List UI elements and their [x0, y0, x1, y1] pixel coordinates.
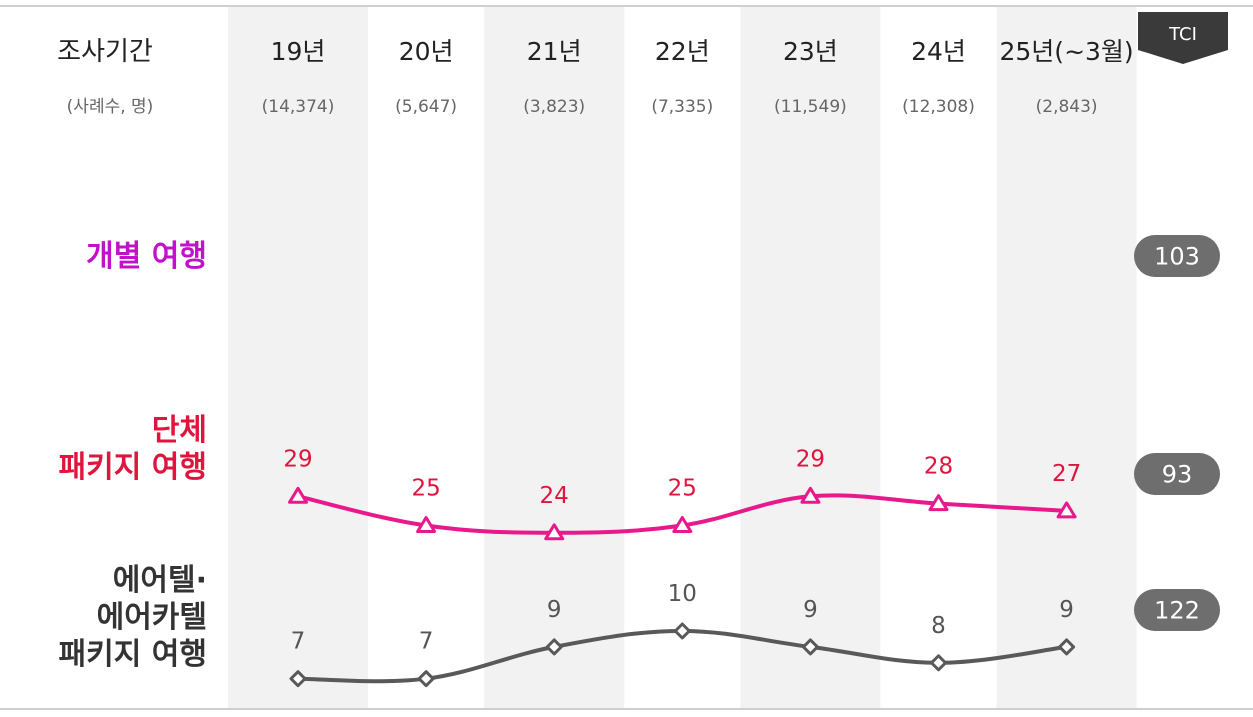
series-label: 에어텔·: [113, 563, 207, 598]
category-label: 20년: [399, 37, 454, 66]
category-label: 22년: [655, 37, 710, 66]
data-label: 7: [291, 629, 306, 655]
tci-pill: [1134, 589, 1220, 631]
data-point-diamond: [673, 622, 691, 640]
data-label: 9: [803, 597, 818, 623]
sample-size-label: (3,823): [523, 97, 585, 117]
category-label: 25년(~3월): [1000, 37, 1134, 66]
column-band: [996, 7, 1137, 708]
data-label: 9: [1059, 597, 1074, 623]
series-label: 패키지 여행: [59, 450, 207, 485]
data-label: 27: [1052, 461, 1081, 487]
sample-size-label: (11,549): [774, 97, 847, 117]
data-label: 9: [547, 597, 562, 623]
tci-tab: TCI: [1138, 12, 1228, 64]
data-label: 29: [283, 446, 312, 472]
tci-tab-shape: [1138, 12, 1228, 64]
header-title: 조사기간: [57, 37, 153, 67]
tci-value: 122: [1154, 597, 1200, 625]
data-point-diamond: [801, 638, 819, 656]
data-point-triangle: [928, 494, 949, 512]
data-point-diamond: [1058, 638, 1076, 656]
column-band: [228, 7, 368, 708]
data-point-triangle: [416, 516, 437, 533]
data-label: 8: [931, 613, 946, 639]
series-label: 개별 여행: [86, 239, 207, 274]
tci-value: 93: [1162, 461, 1193, 489]
data-label: 7: [419, 629, 434, 655]
data-label: 28: [924, 454, 953, 480]
series-label: 단체: [152, 413, 207, 448]
data-point-diamond: [417, 670, 435, 688]
data-label: 24: [540, 483, 569, 509]
sample-size-label: (2,843): [1036, 97, 1098, 117]
data-point-diamond: [289, 670, 307, 688]
data-point-triangle: [800, 486, 821, 504]
sample-size-label: (12,308): [902, 97, 975, 117]
header-subtitle: (사례수, 명): [67, 97, 154, 117]
tci-pill: [1134, 453, 1220, 495]
category-label: 21년: [527, 37, 582, 66]
series-label: 패키지 여행: [59, 637, 207, 672]
column-band: [484, 7, 625, 708]
category-label: 19년: [271, 37, 326, 66]
data-label: 25: [668, 476, 697, 502]
sample-size-label: (14,374): [262, 97, 335, 117]
data-point-triangle: [288, 486, 308, 504]
sample-size-label: (7,335): [651, 97, 713, 117]
tci-pill: [1134, 235, 1220, 277]
series-label: 에어카텔: [97, 600, 207, 635]
tci-tab-label: TCI: [1168, 24, 1197, 45]
data-label: 29: [796, 446, 825, 472]
data-point-triangle: [544, 523, 565, 541]
data-point-triangle: [672, 516, 693, 533]
data-point-diamond: [930, 654, 947, 672]
category-label: 24년: [911, 37, 966, 66]
data-label: 10: [668, 581, 697, 607]
category-label: 23년: [783, 37, 838, 66]
data-label: 25: [411, 476, 440, 502]
tci-value: 103: [1154, 243, 1200, 271]
sample-size-label: (5,647): [395, 97, 457, 117]
column-band: [740, 7, 881, 708]
data-point-triangle: [1056, 501, 1077, 519]
data-point-diamond: [545, 638, 563, 656]
